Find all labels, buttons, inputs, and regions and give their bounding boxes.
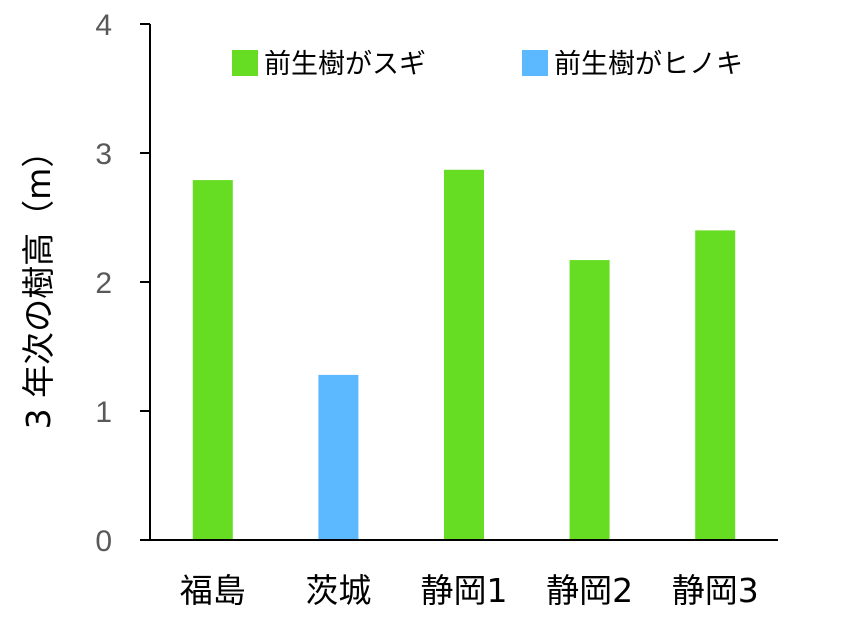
- y-tick-label: 4: [95, 9, 112, 42]
- bars: [192, 169, 736, 540]
- y-tick-label: 1: [95, 396, 112, 429]
- x-tick-label: 静岡2: [546, 571, 633, 610]
- bar-4: [695, 230, 736, 540]
- y-tick-label: 3: [95, 138, 112, 171]
- legend-swatch-hinoki: [522, 50, 548, 76]
- y-tick-label: 0: [95, 525, 112, 558]
- bar-3: [569, 260, 610, 540]
- x-tick-label: 茨城: [305, 571, 371, 610]
- legend-label-hinoki: 前生樹がヒノキ: [554, 49, 743, 80]
- legend-swatch-sugi: [232, 50, 258, 76]
- bar-1: [318, 374, 359, 540]
- y-tick-label: 2: [95, 267, 112, 300]
- y-axis-label: 3 年次の樹高（m）: [19, 135, 58, 430]
- x-tick-label: 静岡3: [672, 571, 759, 610]
- bar-2: [444, 169, 484, 540]
- x-axis-labels: 福島 茨城 静岡1 静岡2 静岡3: [180, 571, 759, 610]
- y-axis-ticks: 0 1 2 3 4: [95, 9, 150, 558]
- bar-0: [192, 180, 233, 540]
- legend: 前生樹がスギ 前生樹がヒノキ: [232, 49, 743, 80]
- x-tick-label: 静岡1: [421, 571, 508, 610]
- legend-label-sugi: 前生樹がスギ: [264, 49, 426, 80]
- x-tick-label: 福島: [180, 571, 246, 610]
